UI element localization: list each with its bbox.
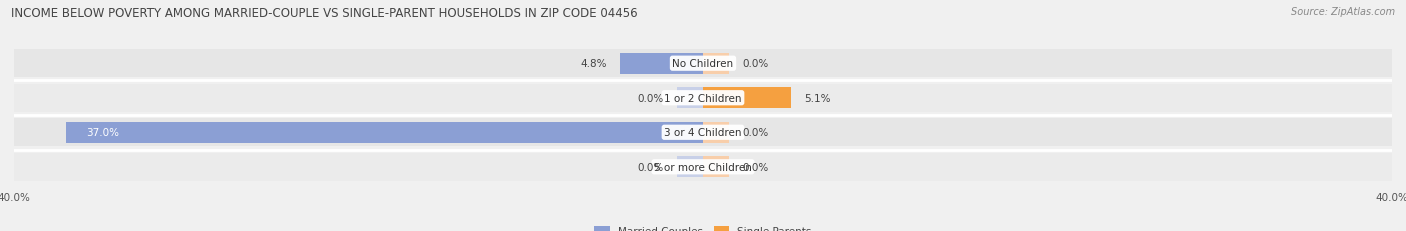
Bar: [66, 122, 703, 143]
Bar: [703, 53, 728, 75]
Bar: [14, 119, 1392, 147]
Text: 1 or 2 Children: 1 or 2 Children: [664, 93, 742, 103]
Bar: [14, 84, 1392, 112]
Bar: [14, 50, 1392, 78]
Bar: [678, 88, 703, 109]
Bar: [14, 153, 1392, 181]
Text: 5.1%: 5.1%: [804, 93, 831, 103]
Text: 37.0%: 37.0%: [86, 128, 120, 138]
Bar: [703, 122, 728, 143]
Bar: [620, 53, 703, 75]
Bar: [678, 156, 703, 178]
Text: 0.0%: 0.0%: [637, 93, 664, 103]
Text: 0.0%: 0.0%: [742, 162, 769, 172]
Text: INCOME BELOW POVERTY AMONG MARRIED-COUPLE VS SINGLE-PARENT HOUSEHOLDS IN ZIP COD: INCOME BELOW POVERTY AMONG MARRIED-COUPL…: [11, 7, 638, 20]
Text: No Children: No Children: [672, 59, 734, 69]
Legend: Married Couples, Single Parents: Married Couples, Single Parents: [591, 222, 815, 231]
Text: 4.8%: 4.8%: [581, 59, 606, 69]
Text: 0.0%: 0.0%: [742, 128, 769, 138]
Text: 0.0%: 0.0%: [637, 162, 664, 172]
Text: Source: ZipAtlas.com: Source: ZipAtlas.com: [1291, 7, 1395, 17]
Text: 5 or more Children: 5 or more Children: [654, 162, 752, 172]
Bar: [703, 156, 728, 178]
Text: 3 or 4 Children: 3 or 4 Children: [664, 128, 742, 138]
Text: 0.0%: 0.0%: [742, 59, 769, 69]
Bar: [703, 88, 790, 109]
